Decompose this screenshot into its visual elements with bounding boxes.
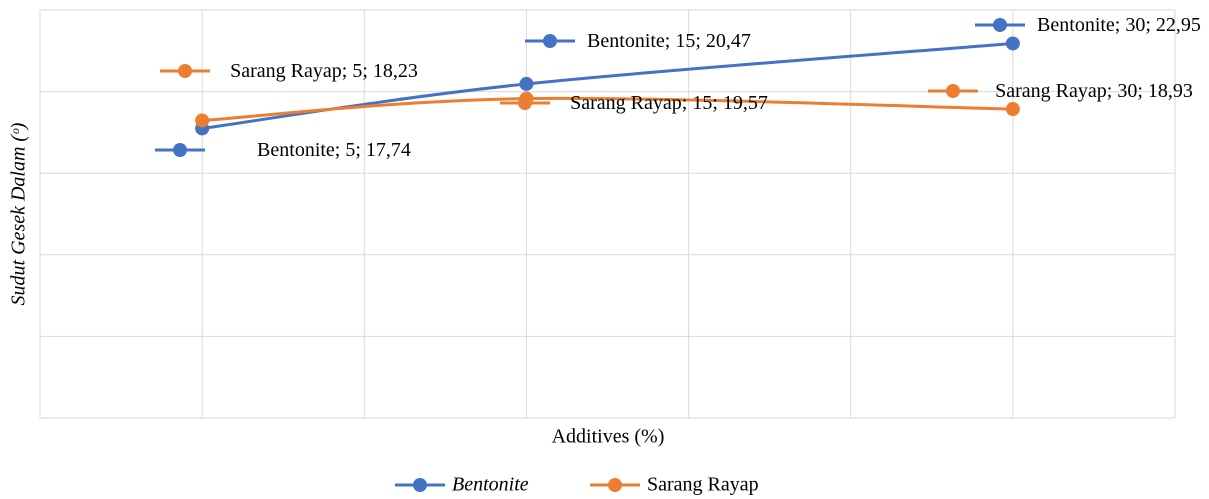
data-label: Sarang Rayap; 30; 18,93 <box>995 80 1193 102</box>
label-key-marker <box>993 18 1007 32</box>
label-key-marker <box>173 143 187 157</box>
marker <box>519 76 534 91</box>
x-axis-label: Additives (%) <box>552 426 665 448</box>
label-key-marker <box>946 84 960 98</box>
label-key-marker <box>518 96 532 110</box>
data-label: Bentonite; 5; 17,74 <box>257 139 411 161</box>
legend-label: Bentonite <box>452 474 529 496</box>
data-label: Bentonite; 30; 22,95 <box>1037 14 1201 36</box>
legend-key-marker <box>413 478 427 492</box>
marker <box>195 113 210 128</box>
legend-key-marker <box>608 478 622 492</box>
label-key-marker <box>178 64 192 78</box>
y-axis-label: Sudut Gesek Dalam (ᵒ) <box>8 122 30 305</box>
data-label: Sarang Rayap; 15; 19,57 <box>570 92 768 114</box>
label-key-marker <box>543 34 557 48</box>
series-line <box>201 41 1013 130</box>
data-label: Sarang Rayap; 5; 18,23 <box>230 60 418 82</box>
marker <box>1005 36 1020 51</box>
marker <box>1005 102 1020 117</box>
legend-label: Sarang Rayap <box>647 474 759 496</box>
data-label: Bentonite; 15; 20,47 <box>587 30 751 52</box>
series-line <box>202 96 1013 122</box>
